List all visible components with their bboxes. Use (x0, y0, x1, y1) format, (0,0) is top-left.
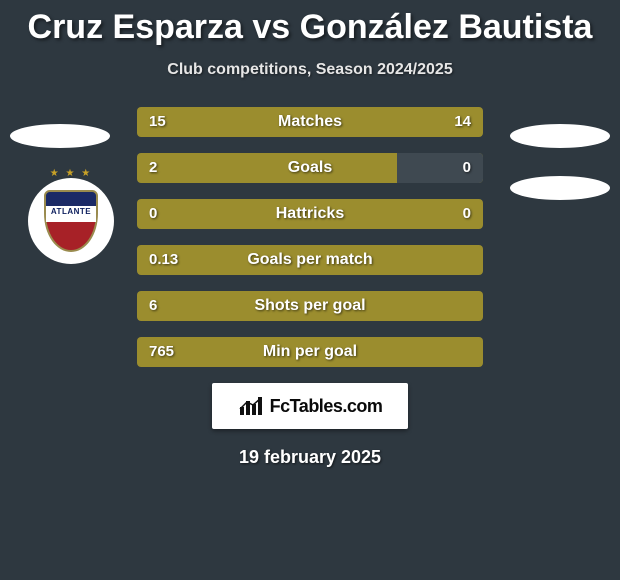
stat-value-left: 765 (149, 337, 174, 367)
stat-row: Hattricks0 0 (137, 199, 483, 229)
stat-label: Matches (137, 107, 483, 137)
stat-label: Goals (137, 153, 483, 183)
stat-value-left: 0.13 (149, 245, 178, 275)
team-logo-placeholder-right-top (510, 124, 610, 148)
stat-row: Goals per match0.13 (137, 245, 483, 275)
stat-label: Shots per goal (137, 291, 483, 321)
stat-value-right: 0 (463, 153, 471, 183)
stat-row: Min per goal765 (137, 337, 483, 367)
team-logo-placeholder-right-mid (510, 176, 610, 200)
stat-value-right: 14 (454, 107, 471, 137)
stat-value-left: 15 (149, 107, 166, 137)
crest-stars-icon: ★ ★ ★ (28, 168, 114, 179)
stats-comparison-chart: Matches1514Goals20Hattricks00Goals per m… (137, 107, 483, 367)
stat-row: Goals2 0 (137, 153, 483, 183)
stat-label: Goals per match (137, 245, 483, 275)
crest-text: ATLANTE (46, 207, 96, 216)
date-text: 19 february 2025 (0, 447, 620, 468)
team-logo-placeholder-left-top (10, 124, 110, 148)
stat-value-left: 2 (149, 153, 157, 183)
stat-label: Min per goal (137, 337, 483, 367)
stat-row: Matches15 14 (137, 107, 483, 137)
stat-label: Hattricks (137, 199, 483, 229)
stat-row: Shots per goal6 (137, 291, 483, 321)
fctables-bars-icon (238, 395, 264, 417)
fctables-brand-text: FcTables.com (270, 396, 383, 417)
page-title: Cruz Esparza vs González Bautista (0, 0, 620, 47)
club-crest-atlante: ★ ★ ★ ATLANTE (28, 178, 114, 264)
stat-value-left: 6 (149, 291, 157, 321)
stat-value-right: 0 (463, 199, 471, 229)
fctables-badge[interactable]: FcTables.com (212, 383, 408, 429)
stat-value-left: 0 (149, 199, 157, 229)
crest-shield-icon: ATLANTE (44, 190, 98, 252)
subtitle: Club competitions, Season 2024/2025 (0, 61, 620, 79)
